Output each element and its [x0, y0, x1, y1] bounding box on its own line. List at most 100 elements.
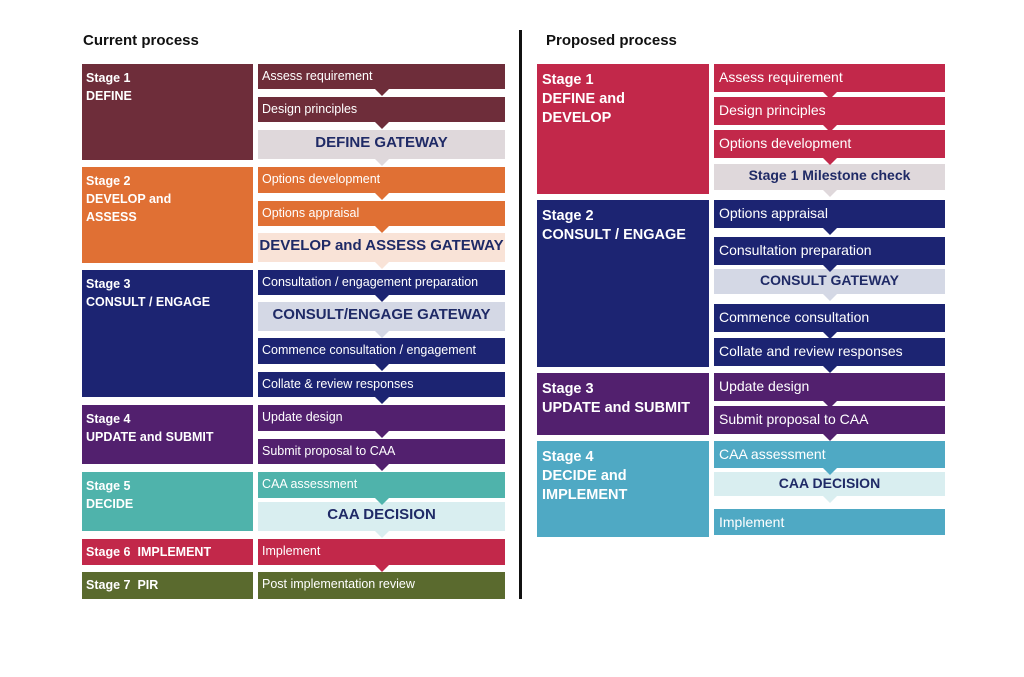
- flow-arrow-icon: [373, 530, 390, 538]
- flow-arrow-icon: [821, 157, 838, 165]
- step-update-design: Update design: [714, 373, 945, 408]
- flow-arrow-icon: [373, 225, 390, 233]
- stage-name: DEFINE and DEVELOP: [542, 91, 625, 126]
- step-assess-requirement: Assess requirement: [258, 64, 505, 96]
- current-stage-5-box: Stage 5 DECIDE: [82, 472, 253, 531]
- flow-arrow-icon: [821, 365, 838, 373]
- flow-arrow-icon: [821, 227, 838, 235]
- step-label: CAA DECISION: [327, 506, 436, 523]
- stage-number: Stage 3: [86, 277, 131, 291]
- step-implement: Implement: [258, 539, 505, 572]
- flow-arrow-icon: [821, 293, 838, 301]
- step-options-appraisal: Options appraisal: [258, 201, 505, 233]
- step-label: DEVELOP and ASSESS GATEWAY: [259, 237, 504, 254]
- proposed-stage-4-box: Stage 4 DECIDE and IMPLEMENT: [537, 441, 709, 537]
- flow-arrow-icon: [821, 264, 838, 272]
- step-label: Options appraisal: [262, 206, 360, 220]
- step-label: Implement: [719, 514, 785, 530]
- step-label: CAA assessment: [719, 446, 826, 462]
- gateway-consult-gateway: CONSULT GATEWAY: [714, 269, 945, 301]
- step-implement: Implement: [714, 509, 945, 535]
- flow-arrow-icon: [373, 564, 390, 572]
- step-commence-consultation-engagement: Commence consultation / engagement: [258, 338, 505, 371]
- step-label: Submit proposal to CAA: [262, 444, 396, 458]
- step-consultation-preparation: Consultation preparation: [714, 237, 945, 272]
- step-label: Post implementation review: [262, 577, 415, 591]
- step-label: Options development: [719, 135, 852, 151]
- gateway-develop-and-assess-gateway: DEVELOP and ASSESS GATEWAY: [258, 233, 505, 269]
- step-submit-proposal-to-caa: Submit proposal to CAA: [714, 406, 945, 441]
- stage-number: Stage 3: [542, 381, 594, 397]
- stage-number: Stage 2: [86, 174, 131, 188]
- step-design-principles: Design principles: [714, 97, 945, 132]
- stage-title-line: Stage 7 PIR: [86, 578, 158, 592]
- proposed-stage-2-box: Stage 2 CONSULT / ENGAGE: [537, 200, 709, 367]
- flow-arrow-icon: [373, 88, 390, 96]
- stage-name: IMPLEMENT: [137, 545, 212, 559]
- stage-name: DECIDE: [86, 497, 134, 511]
- flow-arrow-icon: [373, 396, 390, 404]
- step-label: Consultation / engagement preparation: [262, 275, 479, 289]
- flow-arrow-icon: [821, 495, 838, 503]
- stage-name: DECIDE and IMPLEMENT: [542, 468, 628, 503]
- step-label: Update design: [262, 410, 343, 424]
- step-design-principles: Design principles: [258, 97, 505, 129]
- step-label: Commence consultation / engagement: [262, 343, 477, 357]
- step-assess-requirement: Assess requirement: [714, 64, 945, 99]
- step-label: Collate and review responses: [719, 343, 903, 359]
- flow-arrow-icon: [821, 400, 838, 408]
- gateway-consult-engage-gateway: CONSULT/ENGAGE GATEWAY: [258, 302, 505, 338]
- step-label: DEFINE GATEWAY: [315, 134, 448, 151]
- step-label: Commence consultation: [719, 309, 870, 325]
- step-label: Consultation preparation: [719, 242, 872, 258]
- step-label: Submit proposal to CAA: [719, 411, 869, 427]
- step-label: Assess requirement: [262, 69, 373, 83]
- stage-number: Stage 5: [86, 479, 131, 493]
- gateway-caa-decision: CAA DECISION: [258, 502, 505, 538]
- step-label: CAA assessment: [262, 477, 358, 491]
- step-collate-and-review-responses: Collate and review responses: [714, 338, 945, 373]
- flow-arrow-icon: [373, 330, 390, 338]
- flow-arrow-icon: [821, 331, 838, 339]
- current-stage-1-box: Stage 1 DEFINE: [82, 64, 253, 160]
- proposed-process-heading: Proposed process: [546, 32, 677, 49]
- step-label: Stage 1 Milestone check: [748, 167, 911, 183]
- step-label: Collate & review responses: [262, 377, 414, 391]
- column-divider: [519, 30, 522, 599]
- stage-name: DEVELOP and ASSESS: [86, 192, 172, 224]
- step-consultation-engagement-preparation: Consultation / engagement preparation: [258, 270, 505, 302]
- stage-name: UPDATE and SUBMIT: [542, 400, 690, 416]
- stage-name: CONSULT / ENGAGE: [542, 227, 686, 243]
- flow-arrow-icon: [821, 433, 838, 441]
- step-options-development: Options development: [714, 130, 945, 165]
- step-label: Implement: [262, 544, 321, 558]
- flow-arrow-icon: [821, 91, 838, 99]
- stage-name: DEFINE: [86, 89, 132, 103]
- step-commence-consultation: Commence consultation: [714, 304, 945, 339]
- current-stage-4-box: Stage 4 UPDATE and SUBMIT: [82, 405, 253, 464]
- flow-arrow-icon: [373, 430, 390, 438]
- stage-name: CONSULT / ENGAGE: [86, 295, 211, 309]
- flow-arrow-icon: [373, 497, 390, 505]
- step-post-implementation-review: Post implementation review: [258, 572, 505, 599]
- step-label: CONSULT/ENGAGE GATEWAY: [272, 306, 491, 323]
- proposed-stage-1-box: Stage 1 DEFINE and DEVELOP: [537, 64, 709, 194]
- step-submit-proposal-to-caa: Submit proposal to CAA: [258, 439, 505, 471]
- step-label: Design principles: [262, 102, 358, 116]
- stage-title-line: Stage 6 IMPLEMENT: [86, 545, 211, 559]
- stage-number: Stage 4: [542, 449, 594, 465]
- step-label: Update design: [719, 378, 810, 394]
- step-collate-review-responses: Collate & review responses: [258, 372, 505, 404]
- flow-arrow-icon: [821, 467, 838, 475]
- proposed-stage-3-box: Stage 3 UPDATE and SUBMIT: [537, 373, 709, 435]
- stage-name: PIR: [137, 578, 159, 592]
- flow-arrow-icon: [373, 463, 390, 471]
- current-stage-3-box: Stage 3 CONSULT / ENGAGE: [82, 270, 253, 397]
- stage-number: Stage 1: [86, 71, 131, 85]
- step-options-appraisal: Options appraisal: [714, 200, 945, 235]
- flow-arrow-icon: [373, 363, 390, 371]
- step-caa-assessment: CAA assessment: [258, 472, 505, 505]
- stage-number: Stage 4: [86, 412, 131, 426]
- flow-arrow-icon: [373, 121, 390, 129]
- step-label: CAA DECISION: [778, 475, 881, 491]
